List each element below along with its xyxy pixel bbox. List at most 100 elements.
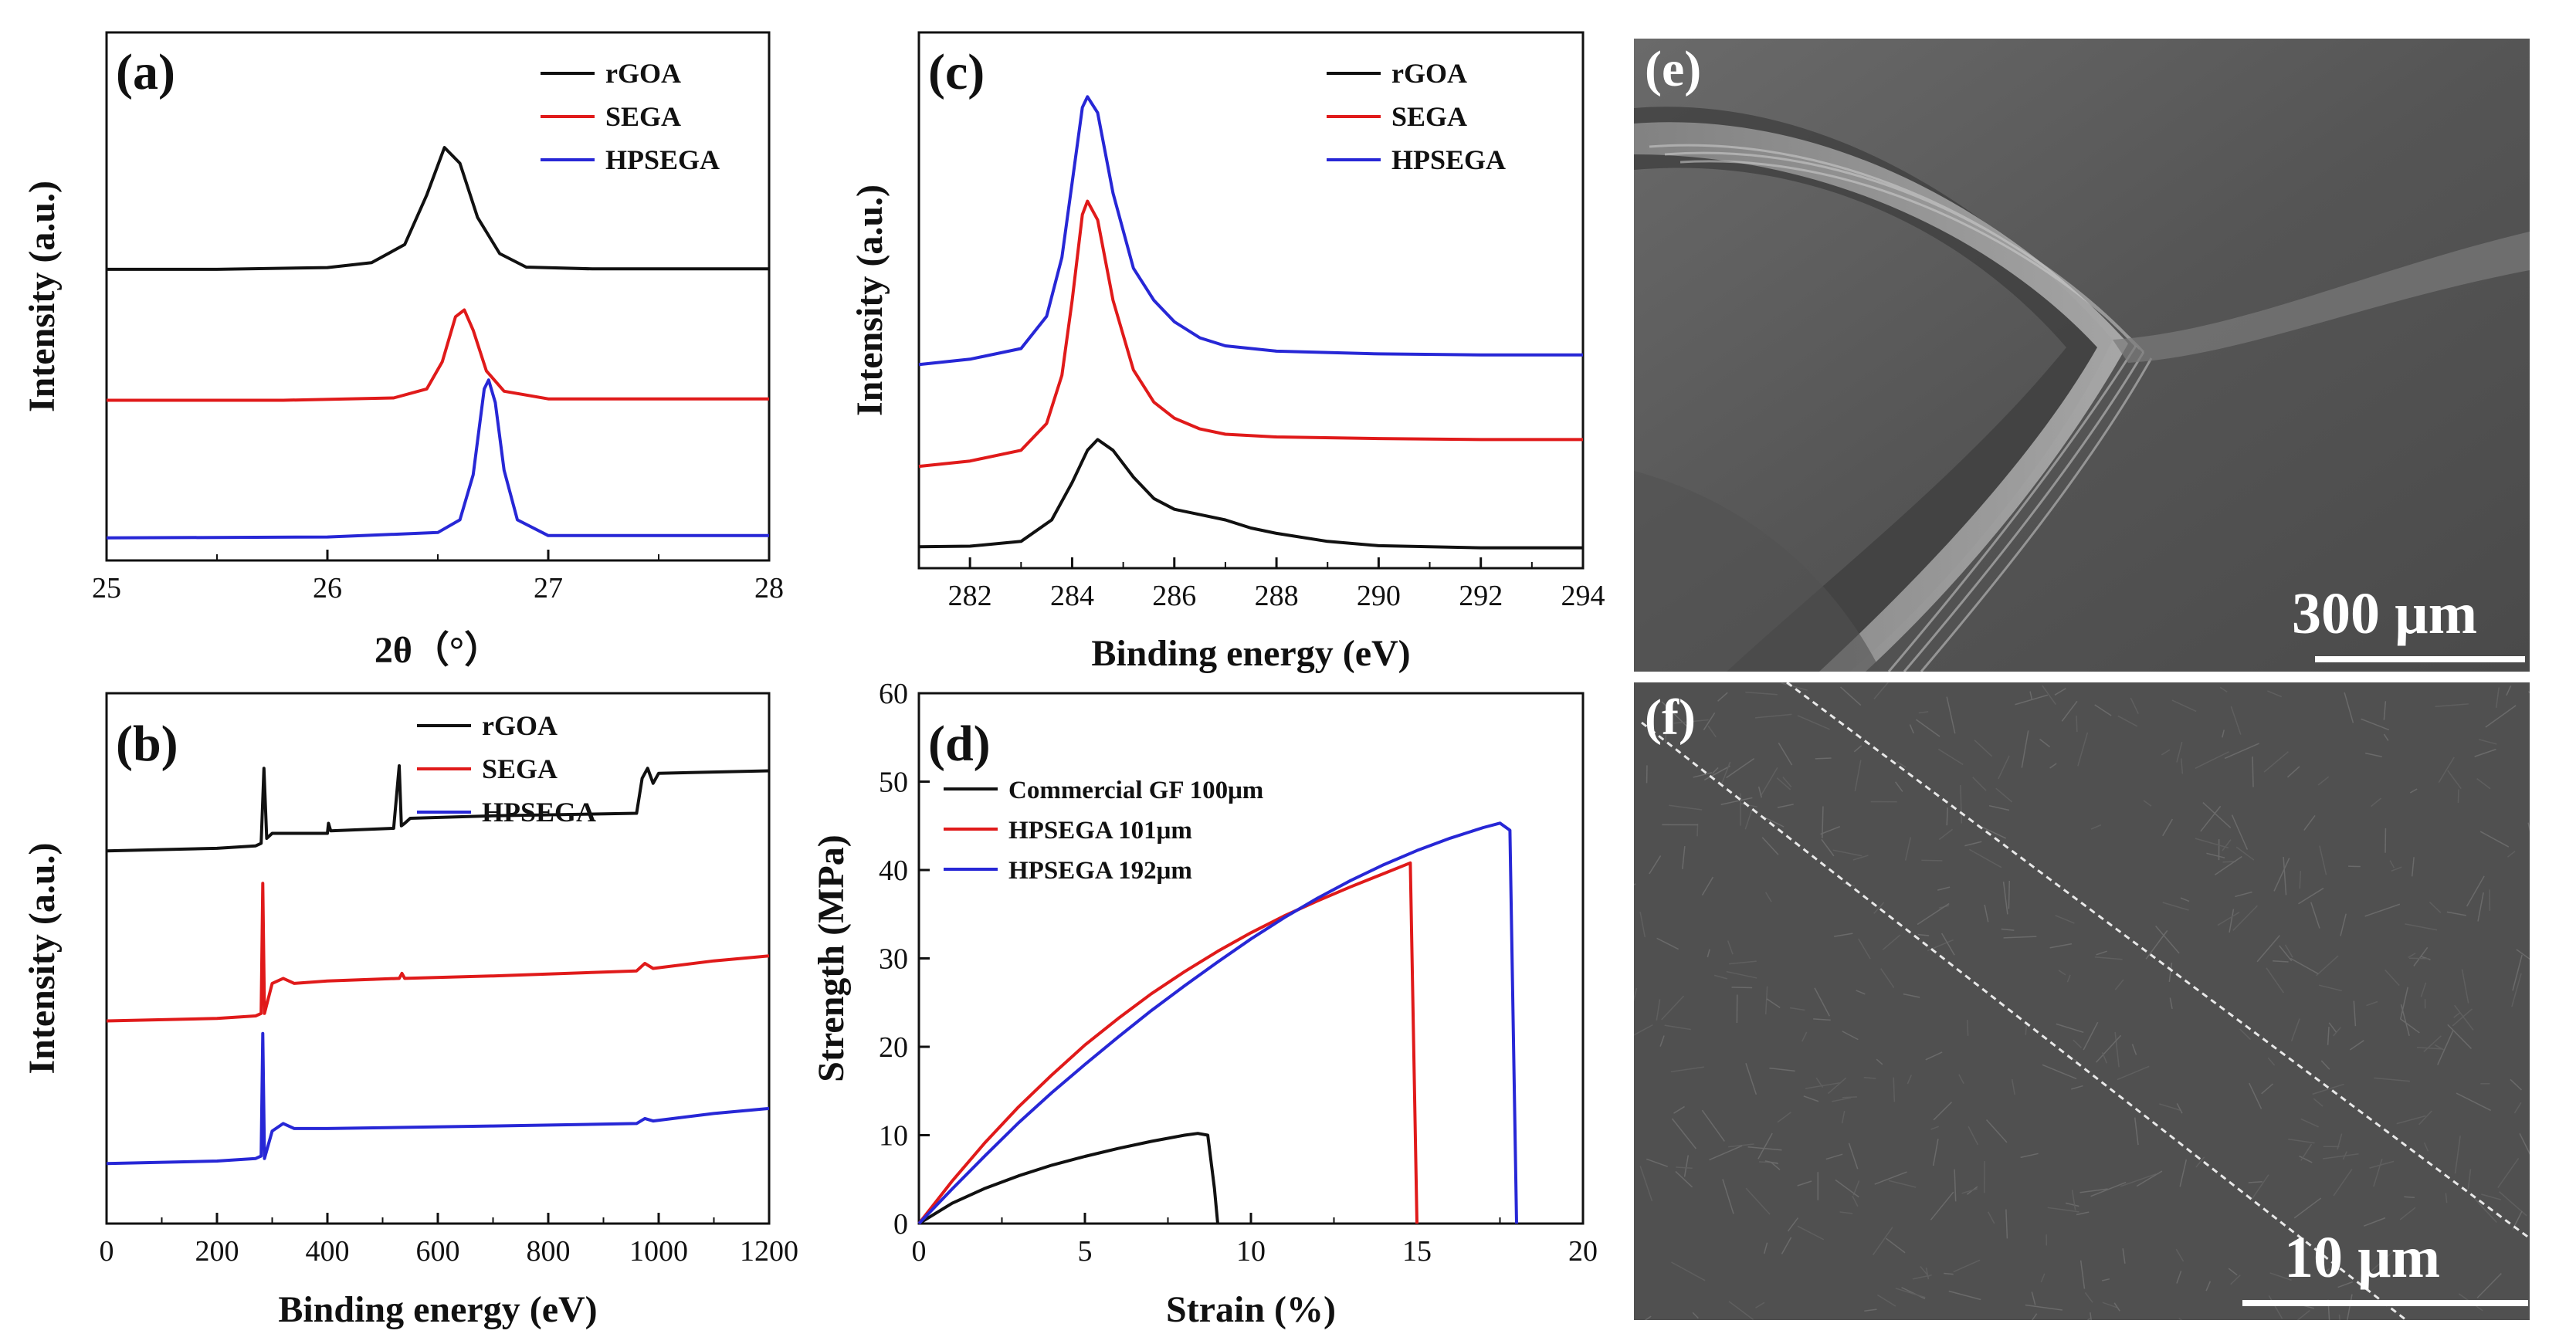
sem-fiber	[2195, 751, 2229, 769]
sem-fiber	[2296, 1309, 2310, 1320]
sem-fiber	[2420, 982, 2427, 997]
sem-fiber	[2029, 691, 2033, 700]
sem-fiber	[1946, 696, 1956, 734]
legend-label: HPSEGA	[1391, 144, 1506, 175]
sem-fiber	[1754, 713, 1792, 719]
plot-frame	[917, 692, 1585, 1225]
sem-fiber	[1853, 745, 1863, 753]
sem-fiber	[1649, 855, 1662, 875]
sem-fiber	[2447, 1024, 2473, 1049]
sem-fiber	[1777, 804, 1794, 808]
series-line-1	[107, 308, 769, 402]
sem-fiber	[2416, 1047, 2442, 1050]
sem-fiber	[2391, 866, 2402, 872]
sem-fiber	[2320, 1060, 2330, 1070]
sem-fiber	[1841, 1110, 1846, 1124]
sem-fiber	[1832, 849, 1863, 857]
sem-fiber	[2423, 1142, 2429, 1152]
sem-fiber	[2231, 814, 2249, 850]
sem-fiber	[1707, 726, 1717, 738]
sem-fiber	[2205, 1281, 2212, 1292]
sem-fiber	[2353, 1000, 2357, 1027]
sem-fiber	[2130, 697, 2139, 714]
sem-fiber	[1634, 1024, 1653, 1036]
sem-fiber	[1930, 1126, 1939, 1130]
sem-fiber	[2094, 704, 2112, 716]
sem-fiber	[2162, 902, 2189, 911]
sem-fiber	[1639, 1166, 1653, 1202]
fiber-boundary-line-upper	[1786, 682, 2530, 1240]
sem-fiber	[2096, 950, 2107, 956]
x-tick-label: 294	[1561, 580, 1605, 612]
sem-fiber	[1886, 1237, 1906, 1254]
sem-fiber	[1757, 786, 1762, 798]
sem-fiber	[2399, 1207, 2416, 1220]
sem-fiber	[2176, 741, 2183, 763]
sem-fiber	[2079, 1260, 2086, 1289]
legend-label: Commercial GF 100μm	[1008, 777, 1263, 804]
sem-fiber	[2117, 715, 2138, 727]
sem-fiber	[2317, 776, 2330, 786]
sem-fiber	[2131, 1044, 2137, 1055]
sem-fiber	[2288, 1138, 2315, 1144]
sem-fiber	[1656, 999, 1661, 1021]
panel-label: (b)	[116, 716, 178, 772]
x-tick-label: 25	[92, 572, 121, 604]
sem-fiber	[2168, 962, 2173, 983]
sem-fiber	[2485, 705, 2517, 728]
sem-fiber	[1880, 968, 1895, 988]
sem-fiber	[1760, 767, 1778, 797]
y-axis-label: Intensity (a.u.)	[22, 842, 63, 1074]
x-tick-label: 286	[1152, 580, 1196, 612]
sem-fiber	[2333, 1169, 2353, 1197]
sem-fiber	[2162, 818, 2174, 837]
sem-fiber	[2408, 957, 2429, 960]
legend-label: HPSEGA	[605, 144, 720, 175]
sem-fiber	[2338, 1314, 2340, 1320]
panel-label-e: (e)	[1645, 41, 1702, 97]
sem-fiber	[2273, 960, 2289, 963]
sem-fiber	[1726, 970, 1757, 979]
sem-fiber	[2283, 856, 2287, 895]
sem-image-f	[1634, 682, 2530, 1320]
sem-fiber	[2020, 1153, 2039, 1159]
sem-fiber	[2474, 748, 2496, 757]
sem-fiber	[2399, 987, 2408, 1020]
sem-fiber	[1820, 825, 1841, 835]
sem-fiber	[2169, 997, 2173, 1010]
sem-fiber	[2328, 1022, 2337, 1033]
sem-fiber	[2342, 1151, 2347, 1160]
sem-fiber	[2219, 686, 2228, 692]
chart-panel-0: 25 26 27 28 2θ（°） Intensity (a.u.) (a) rGOA SEGA…	[22, 31, 784, 671]
sem-fiber	[1852, 1180, 1860, 1196]
sem-fiber	[1864, 1308, 1877, 1312]
sem-fiber	[2267, 1057, 2276, 1066]
sem-fiber	[1761, 837, 1779, 855]
sem-fiber	[1827, 1077, 1847, 1095]
sem-fiber	[1907, 1075, 1913, 1085]
sem-fiber	[1797, 715, 1830, 730]
sem-fiber	[2145, 929, 2168, 960]
sem-fiber	[2228, 1268, 2238, 1276]
sem-fiber	[2114, 1031, 2120, 1068]
y-tick-label: 40	[879, 855, 908, 887]
sem-fiber	[1858, 938, 1871, 960]
sem-fiber	[2438, 757, 2455, 784]
sem-fiber	[2249, 1082, 2262, 1109]
sem-fiber	[2206, 852, 2225, 858]
sem-fiber	[1692, 1312, 1699, 1319]
x-tick-label: 0	[100, 1235, 114, 1268]
sem-fiber	[2495, 687, 2500, 708]
sem-fiber	[1770, 1161, 1781, 1170]
sem-fiber	[1904, 837, 1912, 861]
sem-fiber	[2290, 957, 2319, 975]
sem-fiber	[1763, 816, 1785, 828]
sem-fiber	[2477, 892, 2484, 922]
sem-fiber	[1787, 1217, 1799, 1232]
sem-fiber	[1693, 772, 1713, 778]
sem-fiber	[1805, 1082, 1840, 1089]
y-tick-label: 0	[893, 1208, 908, 1241]
series-line-2	[917, 821, 1518, 1225]
sem-fiber	[1969, 848, 2002, 868]
